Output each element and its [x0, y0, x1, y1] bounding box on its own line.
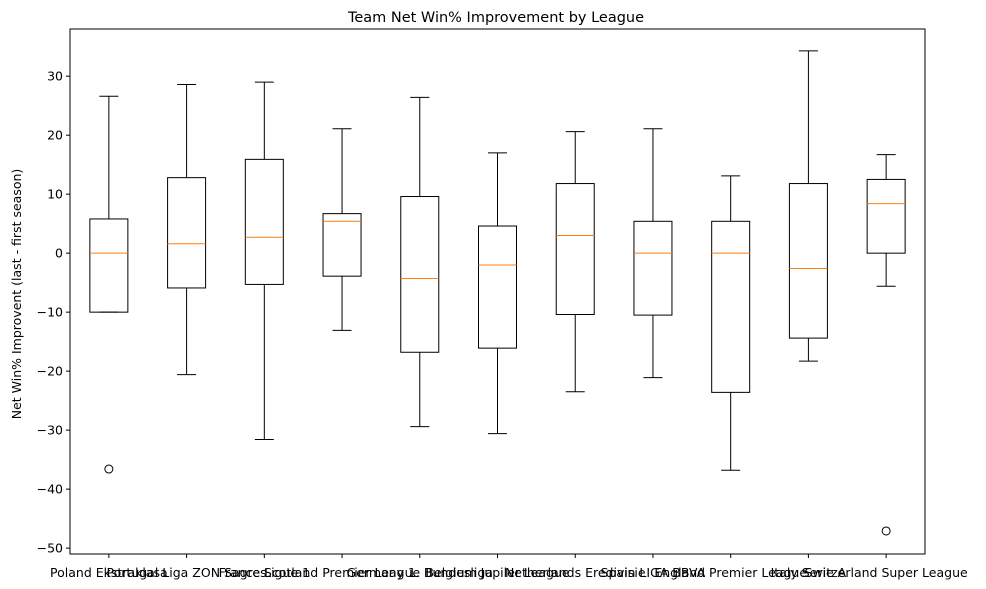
y-tick-label: 10: [47, 187, 63, 202]
y-tick-label: −40: [37, 482, 63, 497]
y-tick-label: 30: [47, 69, 63, 84]
y-tick-label: 20: [47, 128, 63, 143]
x-tick-label: Belgium Jupiler League: [425, 565, 569, 580]
box-iqr: [711, 220, 751, 393]
x-tick-label: Poland Ekstraklasa: [50, 565, 168, 580]
box-iqr: [555, 183, 595, 316]
y-tick-label: −50: [37, 541, 63, 556]
box-iqr: [788, 183, 828, 339]
plot-frame: [69, 28, 926, 555]
y-axis-label: Net Win% Improvent (last - first season): [9, 169, 24, 420]
x-tick-label: Spain LIGA BBVA: [601, 565, 706, 580]
box-iqr: [322, 213, 362, 277]
box-iqr: [400, 196, 440, 353]
box-iqr: [89, 218, 129, 313]
plot-area: −50 −40 −30 −20 −10 0 10 20 30 Poland Ekstraklasa…: [37, 28, 968, 580]
y-tick-label: 0: [55, 246, 63, 261]
box-iqr: [167, 177, 207, 289]
y-tick-label: −20: [37, 364, 63, 379]
y-tick-label: −30: [37, 423, 63, 438]
x-tick-label: Portugal Liga ZON Sagres: [107, 565, 267, 580]
box-iqr: [244, 158, 284, 285]
x-tick-label: Germany 1. Bundesliga: [347, 565, 493, 580]
x-tick-label: France Ligue 1: [219, 565, 310, 580]
box-iqr: [478, 225, 517, 349]
box-iqr: [866, 178, 906, 254]
outlier-point: [881, 526, 891, 536]
x-tick-label: England Premier League: [654, 565, 807, 580]
outlier-point: [104, 464, 114, 474]
x-tick-label: Netherlands Eredivisie: [505, 565, 646, 580]
x-tick-label: Scotland Premier League: [264, 565, 421, 580]
x-tick-label: Italy Serie A: [771, 565, 847, 580]
y-tick-label: −10: [37, 305, 63, 320]
x-tick-label: Switzerland Super League: [805, 565, 968, 580]
chart-title: Team Net Win% Improvement by League: [347, 10, 644, 26]
box-iqr: [633, 220, 673, 316]
